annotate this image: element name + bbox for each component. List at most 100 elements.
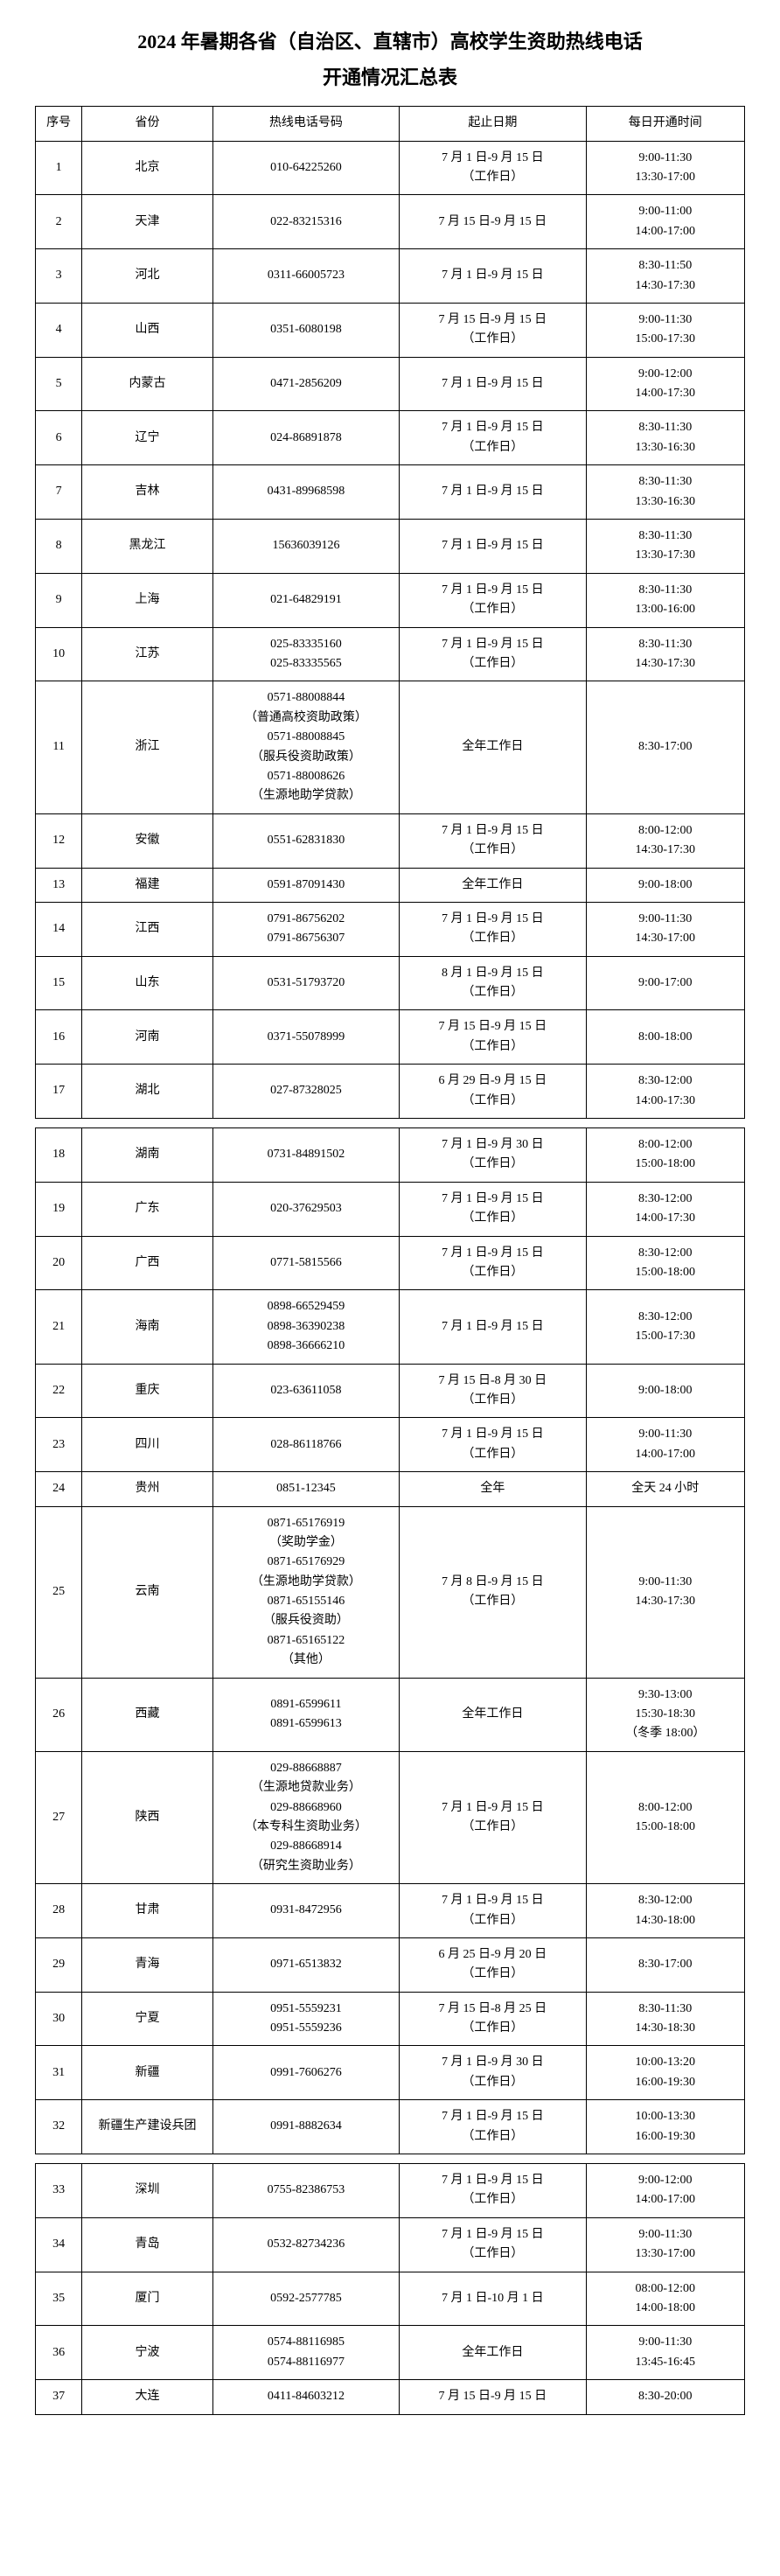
table-row: 25云南0871-65176919（奖助学金）0871-65176929（生源地… <box>36 1506 745 1678</box>
cell-no: 7 <box>36 465 82 520</box>
page-title-line1: 2024 年暑期各省（自治区、直辖市）高校学生资助热线电话 <box>35 26 745 57</box>
cell-no: 31 <box>36 2046 82 2100</box>
table-row: 14江西0791-867562020791-867563077 月 1 日-9 … <box>36 902 745 956</box>
cell-hours: 8:30-11:3013:30-16:30 <box>586 465 744 520</box>
table-row: 17湖北027-873280256 月 29 日-9 月 15 日（工作日）8:… <box>36 1065 745 1119</box>
cell-no: 23 <box>36 1418 82 1472</box>
cell-dates: 全年工作日 <box>400 868 586 902</box>
cell-no: 26 <box>36 1678 82 1751</box>
cell-hours: 8:30-12:0014:00-17:30 <box>586 1182 744 1236</box>
cell-dates: 7 月 15 日-9 月 15 日 <box>400 195 586 249</box>
cell-province: 上海 <box>82 573 212 627</box>
cell-dates: 7 月 1 日-9 月 15 日 <box>400 357 586 411</box>
cell-hours: 8:30-12:0014:30-18:00 <box>586 1884 744 1938</box>
cell-hours: 8:30-11:3013:30-16:30 <box>586 411 744 465</box>
cell-province: 山西 <box>82 303 212 357</box>
cell-province: 江苏 <box>82 627 212 681</box>
cell-dates: 7 月 1 日-9 月 30 日（工作日） <box>400 1128 586 1183</box>
table-row: 7吉林0431-899685987 月 1 日-9 月 15 日8:30-11:… <box>36 465 745 520</box>
cell-province: 贵州 <box>82 1472 212 1506</box>
cell-dates: 7 月 1 日-9 月 15 日（工作日） <box>400 2217 586 2272</box>
cell-no: 25 <box>36 1506 82 1678</box>
cell-province: 湖南 <box>82 1128 212 1183</box>
cell-no: 10 <box>36 627 82 681</box>
table-row: 22重庆023-636110587 月 15 日-8 月 30 日（工作日）9:… <box>36 1364 745 1418</box>
table-row: 16河南0371-550789997 月 15 日-9 月 15 日（工作日）8… <box>36 1010 745 1065</box>
cell-dates: 7 月 1 日-9 月 15 日（工作日） <box>400 902 586 956</box>
cell-phone: 0311-66005723 <box>212 249 399 304</box>
cell-phone: 0571-88008844（普通高校资助政策）0571-88008845（服兵役… <box>212 681 399 813</box>
cell-dates: 7 月 1 日-10 月 1 日 <box>400 2272 586 2326</box>
cell-phone: 0771-5815566 <box>212 1236 399 1290</box>
cell-phone: 0851-12345 <box>212 1472 399 1506</box>
cell-phone: 022-83215316 <box>212 195 399 249</box>
table-row: 9上海021-648291917 月 1 日-9 月 15 日（工作日）8:30… <box>36 573 745 627</box>
cell-phone: 15636039126 <box>212 520 399 574</box>
cell-province: 河北 <box>82 249 212 304</box>
table-row: 24贵州0851-12345全年全天 24 小时 <box>36 1472 745 1506</box>
cell-phone: 027-87328025 <box>212 1065 399 1119</box>
cell-province: 安徽 <box>82 813 212 868</box>
table-row: 6辽宁024-868918787 月 1 日-9 月 15 日（工作日）8:30… <box>36 411 745 465</box>
cell-hours: 10:00-13:3016:00-19:30 <box>586 2100 744 2154</box>
table-row: 20广西0771-58155667 月 1 日-9 月 15 日（工作日）8:3… <box>36 1236 745 1290</box>
cell-phone: 0351-6080198 <box>212 303 399 357</box>
cell-no: 1 <box>36 141 82 195</box>
cell-hours: 9:00-17:00 <box>586 956 744 1010</box>
cell-dates: 6 月 29 日-9 月 15 日（工作日） <box>400 1065 586 1119</box>
table-row: 3河北0311-660057237 月 1 日-9 月 15 日8:30-11:… <box>36 249 745 304</box>
cell-no: 21 <box>36 1290 82 1364</box>
cell-hours: 8:30-12:0015:00-18:00 <box>586 1236 744 1290</box>
cell-province: 北京 <box>82 141 212 195</box>
cell-no: 14 <box>36 902 82 956</box>
cell-no: 13 <box>36 868 82 902</box>
table-row: 10江苏025-83335160025-833355657 月 1 日-9 月 … <box>36 627 745 681</box>
cell-province: 河南 <box>82 1010 212 1065</box>
cell-hours: 9:00-11:3013:30-17:00 <box>586 2217 744 2272</box>
cell-no: 24 <box>36 1472 82 1506</box>
cell-hours: 9:00-12:0014:00-17:00 <box>586 2164 744 2218</box>
cell-dates: 7 月 1 日-9 月 15 日 <box>400 520 586 574</box>
cell-hours: 9:00-12:0014:00-17:30 <box>586 357 744 411</box>
cell-province: 江西 <box>82 902 212 956</box>
cell-no: 36 <box>36 2326 82 2380</box>
cell-dates: 7 月 1 日-9 月 15 日（工作日） <box>400 2100 586 2154</box>
cell-phone: 0574-881169850574-88116977 <box>212 2326 399 2380</box>
cell-dates: 7 月 1 日-9 月 15 日（工作日） <box>400 1751 586 1883</box>
cell-phone: 028-86118766 <box>212 1418 399 1472</box>
cell-hours: 9:00-11:3015:00-17:30 <box>586 303 744 357</box>
cell-hours: 9:30-13:0015:30-18:30（冬季 18:00） <box>586 1678 744 1751</box>
cell-hours: 08:00-12:0014:00-18:00 <box>586 2272 744 2326</box>
cell-dates: 7 月 15 日-8 月 30 日（工作日） <box>400 1364 586 1418</box>
cell-phone: 021-64829191 <box>212 573 399 627</box>
cell-phone: 0592-2577785 <box>212 2272 399 2326</box>
cell-no: 35 <box>36 2272 82 2326</box>
table-row: 15山东0531-517937208 月 1 日-9 月 15 日（工作日）9:… <box>36 956 745 1010</box>
table-row: 21海南0898-665294590898-363902380898-36666… <box>36 1290 745 1364</box>
cell-dates: 6 月 25 日-9 月 20 日（工作日） <box>400 1937 586 1992</box>
cell-province: 厦门 <box>82 2272 212 2326</box>
cell-hours: 8:30-17:00 <box>586 681 744 813</box>
table-row: 36宁波0574-881169850574-88116977全年工作日9:00-… <box>36 2326 745 2380</box>
cell-phone: 0991-8882634 <box>212 2100 399 2154</box>
cell-dates: 7 月 1 日-9 月 15 日（工作日） <box>400 141 586 195</box>
cell-hours: 8:30-20:00 <box>586 2380 744 2414</box>
cell-province: 天津 <box>82 195 212 249</box>
cell-no: 3 <box>36 249 82 304</box>
table-row: 5内蒙古0471-28562097 月 1 日-9 月 15 日9:00-12:… <box>36 357 745 411</box>
cell-hours: 8:30-12:0014:00-17:30 <box>586 1065 744 1119</box>
cell-no: 17 <box>36 1065 82 1119</box>
cell-hours: 10:00-13:2016:00-19:30 <box>586 2046 744 2100</box>
table-row: 31新疆0991-76062767 月 1 日-9 月 30 日（工作日）10:… <box>36 2046 745 2100</box>
cell-province: 辽宁 <box>82 411 212 465</box>
table-row: 12安徽0551-628318307 月 1 日-9 月 15 日（工作日）8:… <box>36 813 745 868</box>
cell-no: 20 <box>36 1236 82 1290</box>
cell-no: 5 <box>36 357 82 411</box>
cell-dates: 7 月 1 日-9 月 15 日 <box>400 1290 586 1364</box>
cell-province: 吉林 <box>82 465 212 520</box>
cell-hours: 9:00-11:0014:00-17:00 <box>586 195 744 249</box>
cell-hours: 9:00-18:00 <box>586 1364 744 1418</box>
cell-hours: 9:00-11:3014:30-17:30 <box>586 1506 744 1678</box>
cell-dates: 全年 <box>400 1472 586 1506</box>
table-row: 32新疆生产建设兵团0991-88826347 月 1 日-9 月 15 日（工… <box>36 2100 745 2154</box>
